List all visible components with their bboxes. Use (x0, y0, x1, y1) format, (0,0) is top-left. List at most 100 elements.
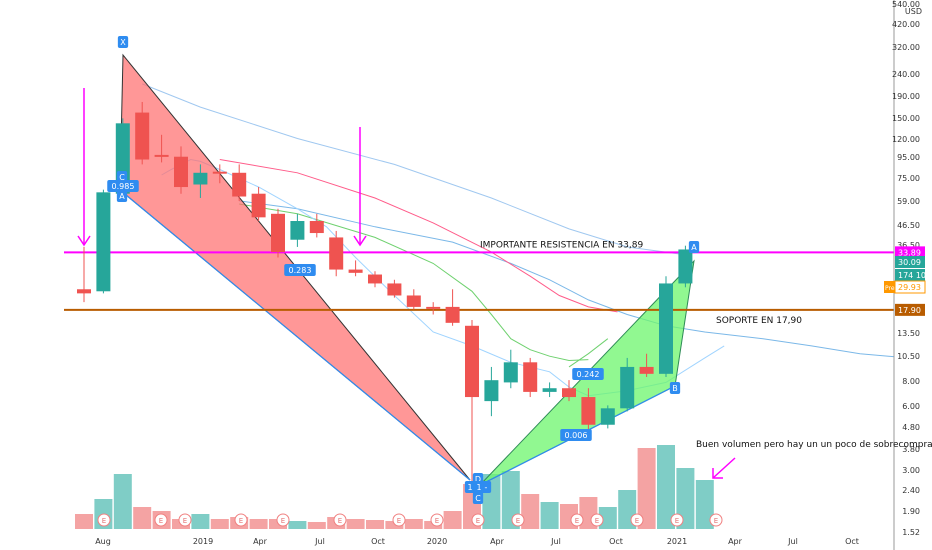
earnings-marker: E (97, 513, 111, 527)
x-tick-label: 2019 (193, 537, 213, 546)
y-tick-label: 46.50 (897, 221, 920, 230)
level-label: SOPORTE EN 17,90 (716, 316, 802, 326)
pattern-label-badge: 0.242 (572, 368, 604, 380)
countdown-tag-text: 174 10h (898, 271, 931, 280)
annotations-layer: IMPORTANTE RESISTENCIA EN 33,89 SOPORTE E… (480, 240, 932, 450)
volume-bar (75, 514, 93, 529)
volume-bar (443, 511, 462, 529)
candle-body (193, 172, 208, 185)
y-tick-label: 320.00 (892, 43, 920, 52)
pattern-label-badge: 0.283 (284, 264, 316, 276)
pattern-label-text: C (475, 494, 481, 503)
y-tick-label: 95.00 (897, 153, 920, 162)
volume-bar (210, 519, 229, 529)
volume-bar (521, 494, 540, 529)
y-tick-label: 10.50 (897, 352, 920, 361)
premarket-tag-text: 29.93 (898, 283, 921, 292)
earnings-marker: E (276, 513, 290, 527)
earnings-marker: E (154, 513, 168, 527)
x-tick-label: Jul (787, 537, 798, 546)
volume-bar (637, 448, 656, 529)
y-tick-label: 150.00 (892, 114, 920, 123)
pattern-label-badge: 0.985 (107, 180, 139, 192)
y-tick-label: 2.40 (902, 486, 920, 495)
down-arrow (712, 457, 736, 479)
pattern-label-text: A (119, 192, 125, 201)
earnings-marker: E (333, 513, 347, 527)
candle-body (600, 408, 615, 425)
candle-body (523, 362, 538, 392)
pattern-label-badge: X (117, 36, 129, 48)
down-arrow (353, 127, 367, 247)
candle-body (174, 156, 188, 188)
pattern-label-badge: - (480, 481, 492, 493)
y-tick-label: 120.00 (892, 135, 920, 144)
pattern-label-badge: A (688, 241, 700, 253)
candle-body (678, 249, 693, 284)
earnings-marker: E (234, 513, 248, 527)
volume-bar (346, 519, 365, 529)
x-tick-label: 2021 (667, 537, 687, 546)
premarket-tag: Pre 29.93 (884, 280, 926, 294)
volume-bar (540, 502, 559, 529)
volume-bar (695, 480, 714, 529)
y-tick-label: 8.00 (902, 377, 920, 386)
earnings-markers-layer: E E E E E E E E E E E E E EE (97, 513, 723, 527)
pattern-label-text: 1 (476, 483, 481, 492)
pattern-label-badge: 1 (464, 481, 476, 493)
moving-average-line (239, 200, 932, 361)
candle-body (387, 283, 402, 296)
y-tick-label: 6.00 (902, 402, 920, 411)
candle-body (135, 112, 150, 160)
candle-body (503, 362, 518, 383)
candles-layer (77, 101, 693, 488)
earnings-marker: E (670, 513, 684, 527)
candle-body (562, 388, 576, 398)
earnings-marker: E (590, 513, 604, 527)
pattern-label-text: 1 (467, 483, 472, 492)
candle-body (542, 388, 557, 392)
candle-body (484, 380, 499, 402)
pattern-label-text: D (475, 475, 481, 484)
earnings-marker-label: E (159, 517, 163, 525)
x-tick-label: Apr (728, 537, 743, 546)
y-tick-label: 1.52 (902, 528, 920, 537)
candle-body (406, 295, 421, 307)
candle-body (426, 306, 441, 309)
candle-body (212, 171, 227, 174)
earnings-marker: E (430, 513, 444, 527)
y-tick-label: 3.80 (902, 445, 920, 454)
moving-average-line (239, 203, 589, 362)
premarket-tag-prefix: Pre (885, 285, 895, 292)
volume-bar (657, 445, 675, 529)
level-price-tag-text: 33.89 (898, 248, 921, 257)
y-tick-label: 13.50 (897, 329, 920, 338)
level-price-tag: 33.89 (895, 246, 925, 259)
earnings-marker-label: E (595, 517, 599, 525)
candle-body (77, 289, 91, 294)
volume-bar (676, 468, 695, 529)
candle-body (290, 221, 305, 240)
x-tick-label: Apr (490, 537, 505, 546)
earnings-marker: E (511, 513, 525, 527)
level-price-tag-text: 17.90 (898, 306, 921, 315)
pattern-label-text: 0.006 (565, 431, 588, 440)
earnings-marker: E (178, 513, 192, 527)
level-label: IMPORTANTE RESISTENCIA EN 33,89 (480, 240, 643, 250)
candle-body (639, 366, 654, 374)
volume-bar (191, 514, 210, 529)
last-price-tag-text: 30.09 (898, 258, 921, 267)
pattern-label-text: 0.242 (577, 370, 600, 379)
earnings-marker-label: E (183, 517, 187, 525)
earnings-marker: E (392, 513, 406, 527)
earnings-marker-label: E (714, 517, 718, 525)
y-tick-label: 1.90 (902, 507, 920, 516)
countdown-tag: 174 10h (895, 269, 931, 281)
earnings-marker-label: E (516, 517, 520, 525)
moving-average-line (142, 83, 686, 256)
pattern-label-text: 0.985 (112, 182, 135, 191)
earnings-marker-label: E (575, 517, 579, 525)
level-price-tag: 17.90 (895, 303, 925, 316)
